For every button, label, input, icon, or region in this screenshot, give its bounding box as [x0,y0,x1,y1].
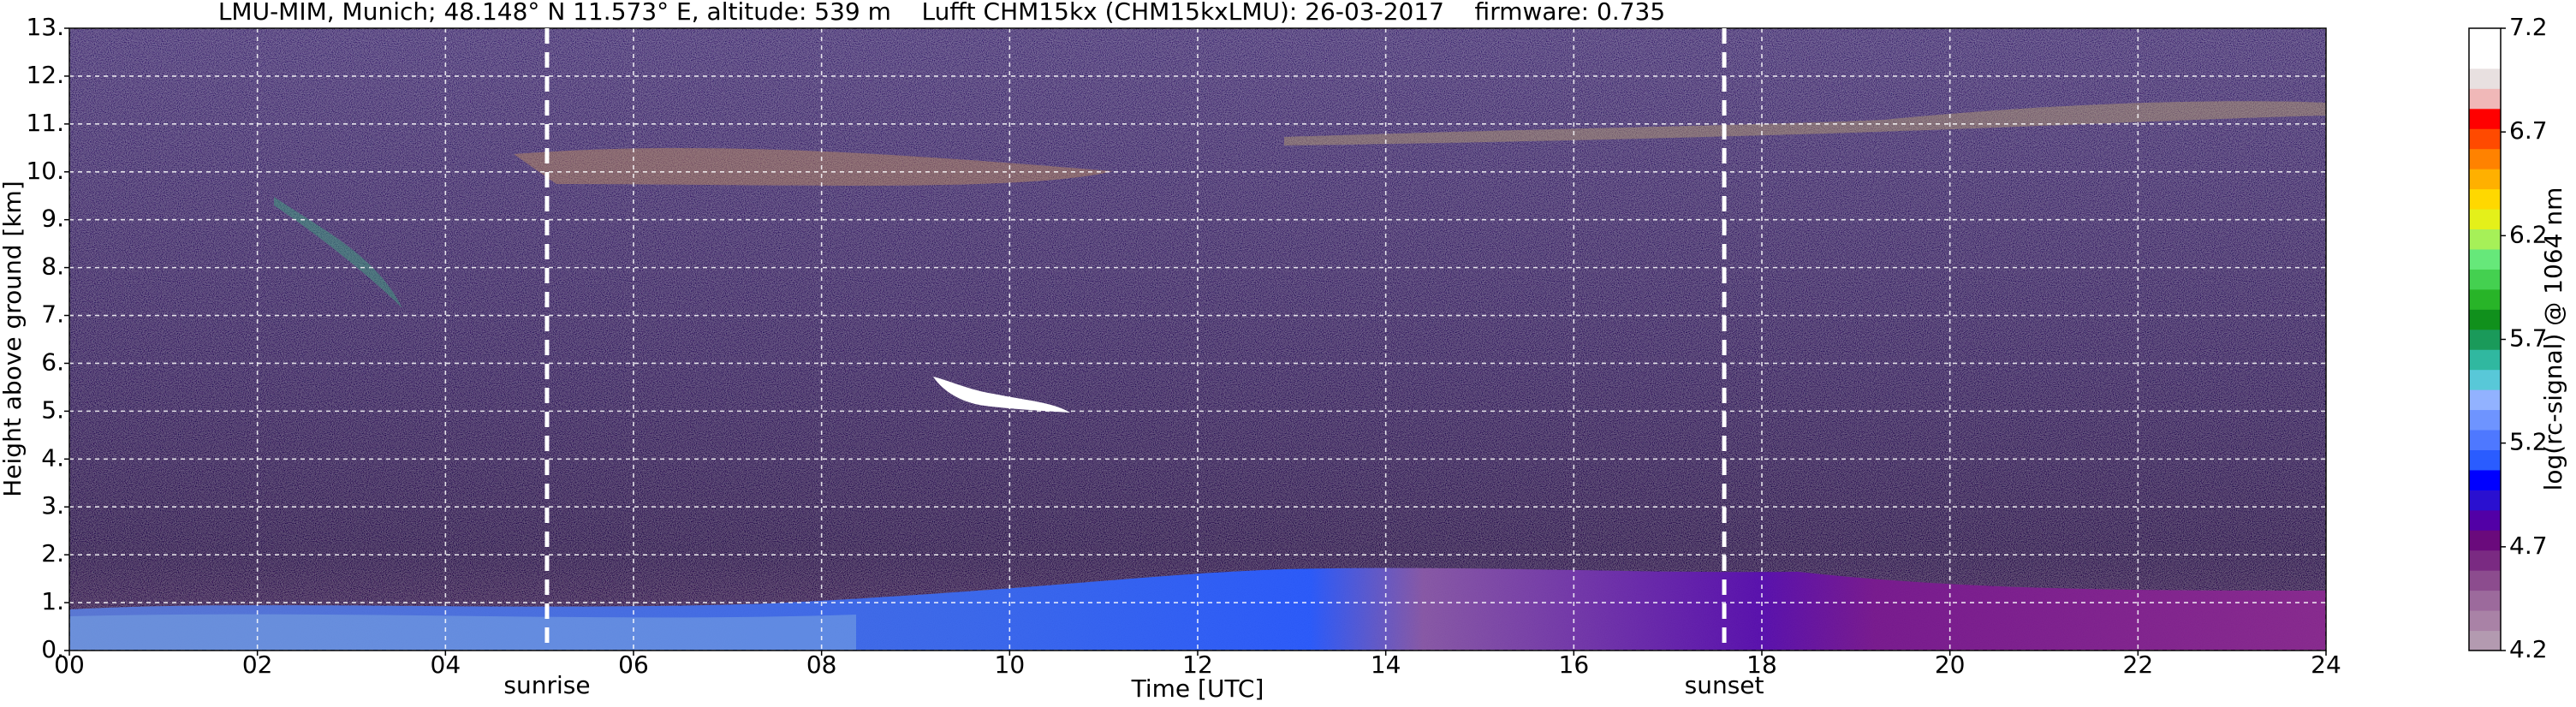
colorbar-segment [2469,28,2501,49]
y-tick-label: 11. [26,109,64,137]
colorbar-tick-label: 4.7 [2509,532,2548,560]
colorbar-segment [2469,88,2501,110]
x-tick-label: 24 [2311,651,2341,679]
colorbar-segment [2469,509,2501,531]
colorbar-segment [2469,108,2501,129]
x-tick-label: 18 [1746,651,1777,679]
colorbar-segment [2469,389,2501,411]
colorbar-segment [2469,148,2501,169]
y-tick-label: 8. [41,253,64,281]
annotation-label: sunrise [503,671,590,699]
x-tick-label: 08 [806,651,837,679]
y-tick-label: 7. [41,300,64,329]
colorbar-segment [2469,349,2501,371]
colorbar-segment [2469,430,2501,450]
colorbar-tick-label: 5.7 [2509,324,2548,353]
annotation-label: sunset [1685,671,1764,699]
colorbar-segment [2469,188,2501,210]
y-tick-label: 12. [26,61,64,89]
colorbar-segment [2469,269,2501,290]
colorbar-segment [2469,68,2501,89]
chart-title: LMU-MIM, Munich; 48.148° N 11.573° E, al… [218,0,1665,26]
x-tick-label: 22 [2123,651,2154,679]
y-tick-label: 0. [41,635,64,663]
y-tick-label: 4. [41,443,64,472]
y-tick-label: 6. [41,348,64,376]
y-tick-label: 1. [41,587,64,615]
colorbar-segment [2469,229,2501,250]
colorbar-segment [2469,309,2501,330]
colorbar-segment [2469,490,2501,511]
x-axis-label: Time [UTC] [1131,674,1264,703]
cloud [933,377,1070,413]
colorbar-segment [2469,590,2501,611]
x-tick-label: 20 [1935,651,1966,679]
colorbar-segment [2469,610,2501,632]
x-tick-label: 00 [54,651,85,679]
colorbar-segment [2469,288,2501,310]
fallstreak [274,197,402,308]
colorbar-segment [2469,248,2501,270]
colorbar-segment [2469,209,2501,230]
colorbar-segment [2469,48,2501,69]
colorbar-tick-label: 5.2 [2509,428,2548,456]
x-tick-label: 10 [995,651,1026,679]
y-tick-label: 9. [41,205,64,233]
colorbar-label: log(rc-signal) @ 1064 nm [2539,187,2567,491]
colorbar-segment [2469,329,2501,350]
y-tick-label: 10. [26,157,64,185]
y-tick-label: 3. [41,491,64,520]
colorbar-segment [2469,469,2501,490]
x-tick-label: 06 [618,651,649,679]
colorbar-tick-label: 6.2 [2509,220,2548,248]
x-tick-label: 12 [1182,651,1213,679]
y-tick-label: 5. [41,395,64,424]
colorbar-segment [2469,530,2501,551]
x-tick-label: 14 [1371,651,1401,679]
colorbar-segment [2469,449,2501,471]
x-tick-label: 16 [1559,651,1590,679]
colorbar-segment [2469,550,2501,571]
cirrus [1284,101,2326,146]
plot-area [69,28,2326,651]
cirrus [514,147,1113,186]
y-axis-label: Height above ground [km] [0,181,27,497]
colorbar-tick-label: 6.7 [2509,116,2548,145]
colorbar-segment [2469,570,2501,591]
colorbar-segment [2469,169,2501,190]
y-tick-label: 13. [26,13,64,41]
colorbar-segment [2469,369,2501,390]
y-tick-label: 2. [41,539,64,567]
colorbar-tick-label: 4.2 [2509,635,2548,663]
x-tick-label: 04 [431,651,461,679]
colorbar-segment [2469,409,2501,431]
boundary-layer-core [69,614,856,651]
colorbar-tick-label: 7.2 [2509,13,2548,41]
colorbar-segment [2469,630,2501,651]
x-tick-label: 02 [242,651,273,679]
colorbar-segment [2469,128,2501,150]
